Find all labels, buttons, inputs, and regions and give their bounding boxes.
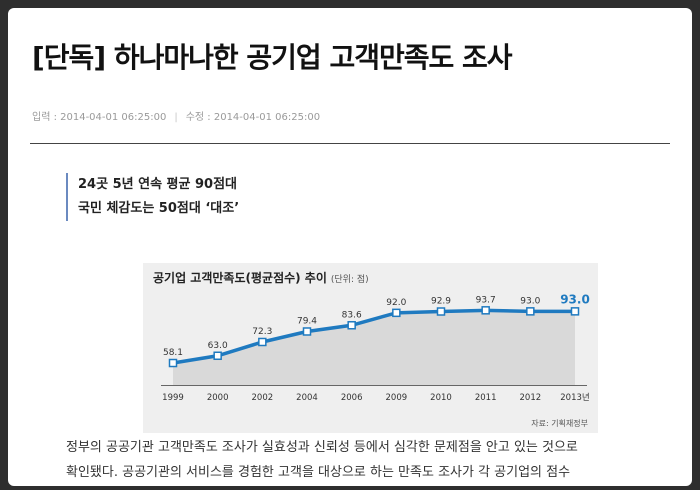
chart-data-point xyxy=(481,306,490,315)
chart-area-fill xyxy=(173,310,575,385)
chart-data-label: 63.0 xyxy=(208,341,228,351)
chart-data-point xyxy=(302,327,312,336)
chart-tick-label: 2000 xyxy=(207,393,229,403)
chart-unit: (단위: 점) xyxy=(330,275,369,285)
chart-data-point xyxy=(347,321,356,330)
chart-tick-label: 2002 xyxy=(252,393,274,403)
modified-date: 수정 : 2014-04-01 06:25:00 xyxy=(185,112,321,123)
chart-data-point xyxy=(392,308,401,318)
article-body: 정부의 공공기관 고객만족도 조사가 실효성과 신뢰성 등에서 심각한 문제점을… xyxy=(66,435,686,485)
chart-tick-label: 1999 xyxy=(162,393,184,403)
chart-tick-label: 2004 xyxy=(296,393,318,403)
chart-title-text: 공기업 고객만족도(평균점수) 추이 xyxy=(153,271,327,285)
chart-data-label: 92.0 xyxy=(386,298,406,308)
body-line: 확인됐다. 공공기관의 서비스를 경험한 고객을 대상으로 하는 만족도 조사가… xyxy=(66,465,571,480)
chart-data-point xyxy=(258,337,267,347)
article-subheads: 24곳 5년 연속 평균 90점대 국민 체감도는 50점대 ‘대조’ xyxy=(66,173,239,221)
chart-data-point xyxy=(436,307,446,316)
chart-data-point xyxy=(526,307,535,316)
chart-data-point xyxy=(168,358,178,368)
article-meta: 입력 : 2014-04-01 06:25:00 | 수정 : 2014-04-01… xyxy=(32,108,320,123)
article-title: [단독] 하나마나한 공기업 고객만족도 조사 xyxy=(32,41,513,74)
chart-data-label: 93.0 xyxy=(560,292,590,306)
chart-tick-label: 2013년 xyxy=(560,392,589,403)
body-line: 정부의 공공기관 고객만족도 조사가 실효성과 신뢰성 등에서 심각한 문제점을… xyxy=(66,440,578,455)
chart-tick-label: 2006 xyxy=(341,393,363,403)
chart-tick-label: 2010 xyxy=(430,393,452,403)
chart-data-label: 93.7 xyxy=(476,295,496,305)
chart-data-label: 93.0 xyxy=(520,296,540,306)
chart-plot: 58.1 1999 63.0 2000 72.3 2002 79.4 2004 83.6 2006… xyxy=(161,292,590,403)
meta-separator: | xyxy=(174,112,178,123)
chart-data-label: 92.9 xyxy=(431,297,451,307)
article-frame: [단독] 하나마나한 공기업 고객만족도 조사 입력 : 2014-04-01 … xyxy=(8,8,692,486)
chart-data-label: 83.6 xyxy=(342,310,362,320)
title-divider xyxy=(30,143,670,144)
chart-data-point xyxy=(213,351,222,361)
published-date: 입력 : 2014-04-01 06:25:00 xyxy=(32,112,167,123)
chart-tick-label: 2011 xyxy=(475,393,497,403)
satisfaction-chart: 공기업 고객만족도(평균점수) 추이 (단위: 점) 58.1 1999 63.0 20… xyxy=(143,263,598,433)
chart-series-line xyxy=(172,308,575,365)
chart-source: 자료: 기획재정부 xyxy=(531,419,588,428)
chart-data-label: 79.4 xyxy=(297,316,317,326)
subhead-line: 24곳 5년 연속 평균 90점대 xyxy=(78,177,238,192)
chart-data-label: 72.3 xyxy=(252,327,272,337)
chart-tick-label: 2009 xyxy=(386,393,408,403)
subhead-line: 국민 체감도는 50점대 ‘대조’ xyxy=(78,201,240,216)
chart-data-label: 58.1 xyxy=(163,348,183,358)
chart-data-point xyxy=(570,307,580,316)
chart-tick-label: 2012 xyxy=(520,393,542,403)
chart-title: 공기업 고객만족도(평균점수) 추이 (단위: 점) xyxy=(153,269,369,286)
